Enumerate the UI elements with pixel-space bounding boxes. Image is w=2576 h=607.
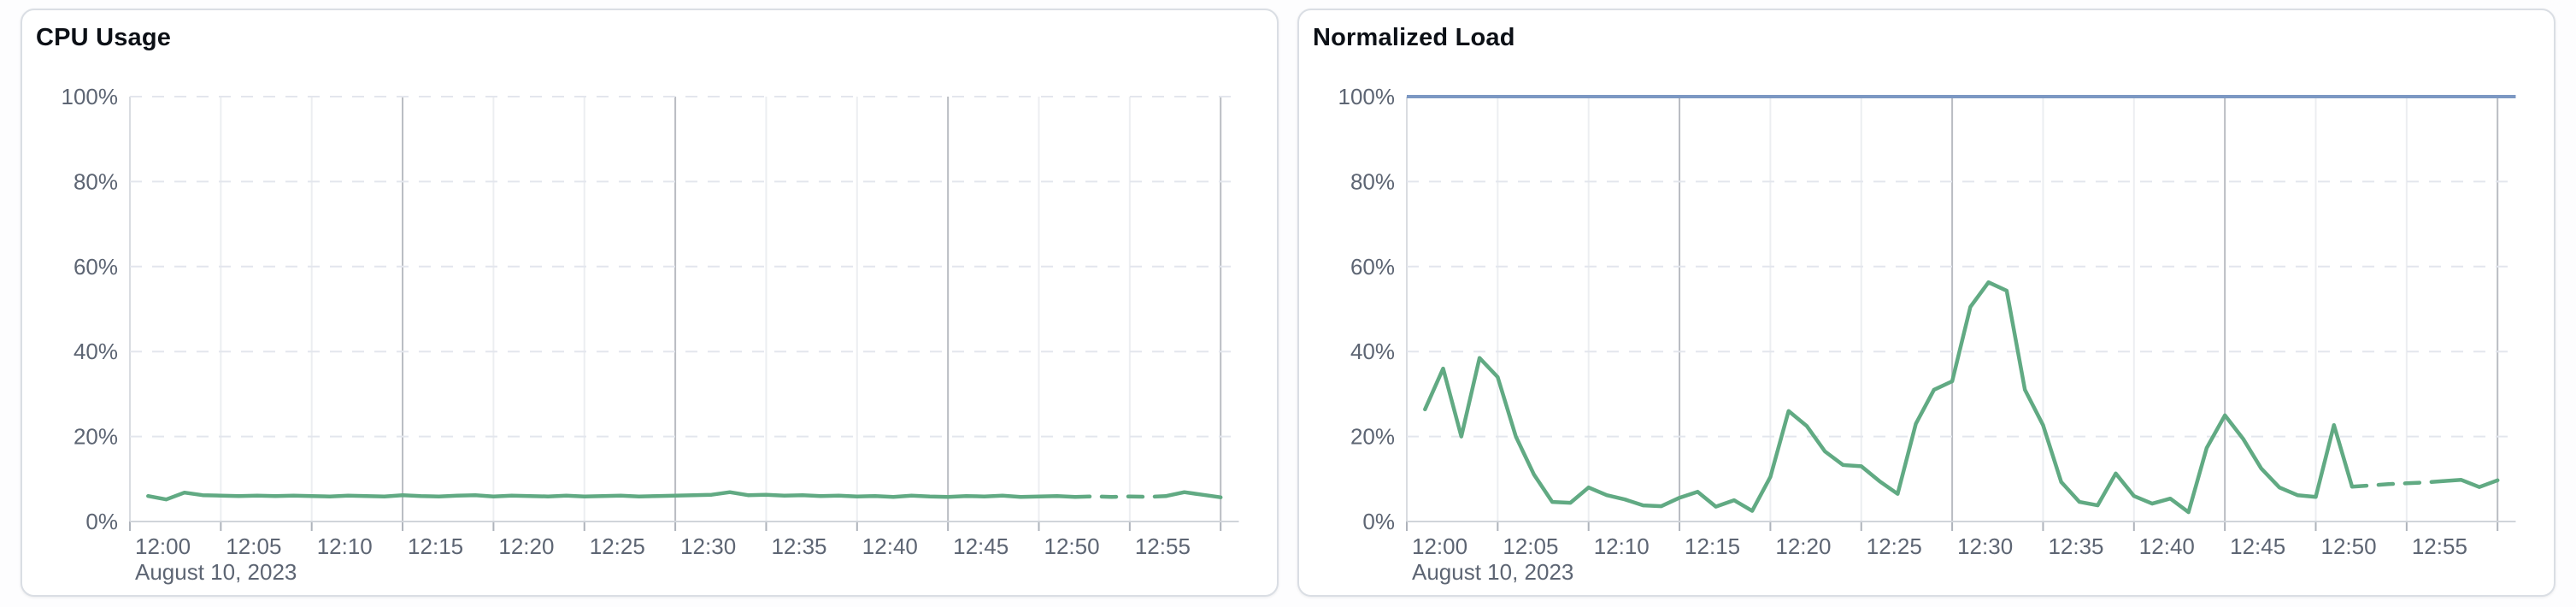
x-axis-label: 12:30 xyxy=(680,533,736,559)
series-line-solid-tail xyxy=(2441,478,2500,489)
y-axis-label: 60% xyxy=(1350,254,1395,280)
x-axis-label: 12:45 xyxy=(953,533,1009,559)
x-axis-label: 12:00 xyxy=(1412,533,1467,559)
x-axis-label: 12:40 xyxy=(862,533,918,559)
x-axis-label: 12:20 xyxy=(498,533,554,559)
normalized-load-chart: 0% 20% 40% 60% 80% 100% 12:00 12:05 12:10 12:15 12… xyxy=(1338,84,2516,585)
y-axis-label: 40% xyxy=(74,339,118,364)
y-axis-label: 60% xyxy=(74,254,118,280)
x-axis-label: 12:35 xyxy=(771,533,826,559)
cpu-usage-card: CPU Usage 0% 20% 40% 60% 80% 100% 12:00 12:05 12… xyxy=(21,9,1279,597)
x-axis-label: 12:15 xyxy=(1685,533,1740,559)
series-line-solid xyxy=(146,490,1078,502)
x-axis-label: 12:55 xyxy=(1135,533,1191,559)
x-axis-label: 12:05 xyxy=(1503,533,1558,559)
cpu-usage-title: CPU Usage xyxy=(36,24,172,51)
x-axis-label: 12:35 xyxy=(2048,533,2103,559)
y-axis-label: 80% xyxy=(1350,168,1395,194)
normalized-load-card: Normalized Load 0% 20% 40% 60% 80% 100% 12:00 1… xyxy=(1297,9,2555,597)
x-axis-label: 12:10 xyxy=(1594,533,1650,559)
x-axis-label: 12:40 xyxy=(2139,533,2195,559)
y-axis-label: 0% xyxy=(1362,509,1395,534)
series-line-solid-tail xyxy=(1164,490,1223,499)
cpu-usage-chart: 0% 20% 40% 60% 80% 100% 12:00 12:05 12:10 12:15 12… xyxy=(62,84,1239,585)
y-axis-label: 40% xyxy=(1350,339,1395,364)
x-axis-label: 12:05 xyxy=(226,533,281,559)
x-axis-label: 12:20 xyxy=(1775,533,1831,559)
y-axis-label: 0% xyxy=(85,509,118,534)
y-axis-label: 80% xyxy=(74,168,118,194)
x-axis-label: 12:50 xyxy=(1044,533,1100,559)
x-axis-label: 12:10 xyxy=(317,533,373,559)
series-line-dashed xyxy=(1073,493,1168,499)
series-line-dashed xyxy=(2350,479,2445,489)
x-axis-date-label: August 10, 2023 xyxy=(135,559,297,585)
x-axis-label: 12:55 xyxy=(2412,533,2467,559)
x-axis-label: 12:00 xyxy=(135,533,191,559)
series-line-solid xyxy=(1423,280,2355,515)
x-axis-label: 12:25 xyxy=(590,533,645,559)
x-axis-label: 12:30 xyxy=(1957,533,2013,559)
x-axis-date-label: August 10, 2023 xyxy=(1412,559,1573,585)
y-axis-label: 100% xyxy=(1338,84,1396,109)
y-axis-label: 20% xyxy=(74,424,118,450)
x-axis-label: 12:50 xyxy=(2321,533,2377,559)
x-axis-label: 12:45 xyxy=(2230,533,2285,559)
x-axis-label: 12:15 xyxy=(408,533,463,559)
normalized-load-title: Normalized Load xyxy=(1313,24,1515,51)
x-axis-label: 12:25 xyxy=(1867,533,1922,559)
y-axis-label: 20% xyxy=(1350,424,1395,450)
y-axis-label: 100% xyxy=(62,84,119,109)
